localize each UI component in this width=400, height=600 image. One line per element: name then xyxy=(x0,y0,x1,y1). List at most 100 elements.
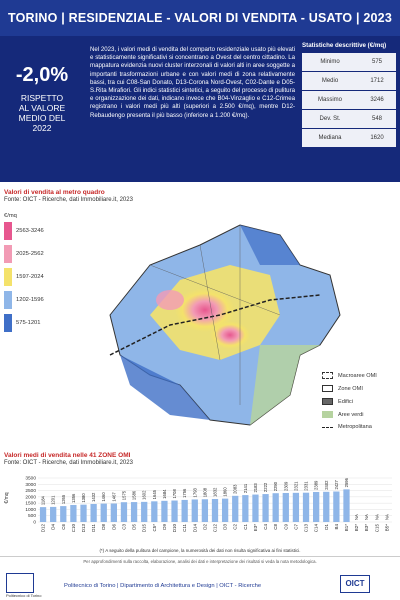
layer-item: Metropolitana xyxy=(322,424,377,430)
stats-label: Medio xyxy=(302,72,358,90)
data-label: 1356 xyxy=(71,493,76,503)
legend-swatch xyxy=(4,245,12,263)
x-tick-label: D15 xyxy=(142,524,147,533)
y-tick-label: 1500 xyxy=(25,501,36,507)
y-tick-label: 3500 xyxy=(25,476,36,482)
legend-swatch xyxy=(4,222,12,240)
data-label: 1793 xyxy=(192,487,197,497)
layer-swatch xyxy=(322,372,333,379)
stats-row: Minimo 575 xyxy=(302,53,396,71)
layer-label: Aree verdi xyxy=(338,411,364,418)
stats-value: 548 xyxy=(358,110,396,128)
x-tick-label: C10 xyxy=(71,524,76,533)
bar xyxy=(323,491,330,522)
legend-swatch xyxy=(4,268,12,286)
x-tick-label: C4 xyxy=(263,524,268,530)
x-tick-label: C9 xyxy=(283,524,288,530)
layer-item: Edifici xyxy=(322,398,377,405)
bar xyxy=(201,499,209,522)
data-label: 1201 xyxy=(51,495,56,505)
bar xyxy=(50,506,57,522)
data-label: 2427 xyxy=(334,480,339,490)
legend-label: 1202-1596 xyxy=(16,297,44,303)
legend-swatch xyxy=(4,291,12,309)
logo-text: Politecnico di Torino xyxy=(6,593,42,598)
bar xyxy=(151,501,158,522)
x-tick-label: D13 xyxy=(81,524,86,533)
y-tick-label: 0 xyxy=(33,520,36,526)
x-tick-label: C1 xyxy=(243,524,248,530)
data-label: 2309 xyxy=(283,481,288,491)
bar xyxy=(191,499,198,522)
x-tick-label: D12 xyxy=(41,524,46,533)
bar xyxy=(221,498,229,522)
x-tick-label: D11 xyxy=(91,524,96,532)
bar xyxy=(39,507,47,522)
data-label: 1380 xyxy=(81,493,86,503)
x-tick-label: B1* xyxy=(344,524,349,532)
bar xyxy=(302,492,310,522)
footer-note: Per approfondimenti sulla raccolta, elab… xyxy=(83,559,317,564)
bar xyxy=(141,501,148,522)
layer-swatch xyxy=(322,385,333,392)
data-label: 2402 xyxy=(324,480,329,490)
x-tick-label: B4 xyxy=(334,524,339,530)
data-label: NA xyxy=(374,514,379,520)
data-label: 2596 xyxy=(344,477,349,487)
x-tick-label: C6 xyxy=(61,524,66,530)
data-label: 2183 xyxy=(253,483,258,493)
kpi-box: -2,0% RISPETTO AL VALORE MEDIO DEL 2022 xyxy=(0,36,84,182)
layer-swatch xyxy=(322,426,333,428)
x-tick-label: D6 xyxy=(111,524,116,530)
stats-table: Statistiche descrittive (€/mq) Minimo 575… xyxy=(302,42,396,148)
data-label: 2331 xyxy=(304,481,309,491)
map-layers-legend: Macroaree OMI Zone OMI Edifici Aree verd… xyxy=(322,372,377,436)
data-label: 2321 xyxy=(293,481,298,491)
x-tick-label: C2 xyxy=(233,524,238,530)
layer-label: Edifici xyxy=(338,398,353,405)
stats-label: Mediana xyxy=(302,129,358,147)
layer-item: Zone OMI xyxy=(322,385,377,392)
legend-item: 575-1201 xyxy=(4,314,44,332)
bar xyxy=(272,493,279,522)
page-title: TORINO | RESIDENZIALE - VALORI DI VENDIT… xyxy=(0,0,400,36)
x-tick-label: B2* xyxy=(354,524,359,532)
data-label: 1184 xyxy=(41,495,46,505)
data-label: 1467 xyxy=(111,492,116,502)
data-label: 2083 xyxy=(233,484,238,494)
stats-row: Mediana 1620 xyxy=(302,129,396,147)
stats-label: Minimo xyxy=(302,53,358,71)
legend-label: 2563-3246 xyxy=(16,228,44,234)
stats-label: Dev. St. xyxy=(302,110,358,128)
bar xyxy=(232,495,239,522)
stats-row: Medio 1712 xyxy=(302,72,396,90)
data-label: 2290 xyxy=(273,481,278,491)
x-tick-label: C5* xyxy=(152,524,157,532)
bar xyxy=(161,500,168,522)
data-label: 1808 xyxy=(202,487,207,497)
bar xyxy=(252,494,259,522)
chart-source: Fonte: OICT - Ricerche, dati Immobiliare… xyxy=(4,460,133,466)
x-tick-label: B3* xyxy=(364,524,369,532)
stats-row: Dev. St. 548 xyxy=(302,110,396,128)
stats-value: 1620 xyxy=(358,129,396,147)
bar-chart: €/mq05001000150020002500300035001184D121… xyxy=(4,476,392,533)
layer-item: Macroaree OMI xyxy=(322,372,377,379)
x-tick-label: C13 xyxy=(304,524,309,533)
bar xyxy=(100,503,107,522)
layer-label: Macroaree OMI xyxy=(338,372,377,379)
x-tick-label: D5 xyxy=(132,524,137,530)
bar xyxy=(181,499,188,522)
data-label: 1756 xyxy=(182,488,187,498)
layer-swatch xyxy=(322,398,333,405)
y-tick-label: 2500 xyxy=(25,488,36,494)
chart-title: Valori medi di vendita nelle 41 ZONE OMI xyxy=(4,452,131,459)
data-label: 1645 xyxy=(152,489,157,499)
x-tick-label: C12 xyxy=(213,524,218,533)
layer-swatch xyxy=(322,411,333,418)
x-tick-label: C3 xyxy=(121,524,126,530)
data-label: 1265 xyxy=(61,494,66,504)
stats-value: 1712 xyxy=(358,72,396,90)
bar xyxy=(130,502,138,522)
